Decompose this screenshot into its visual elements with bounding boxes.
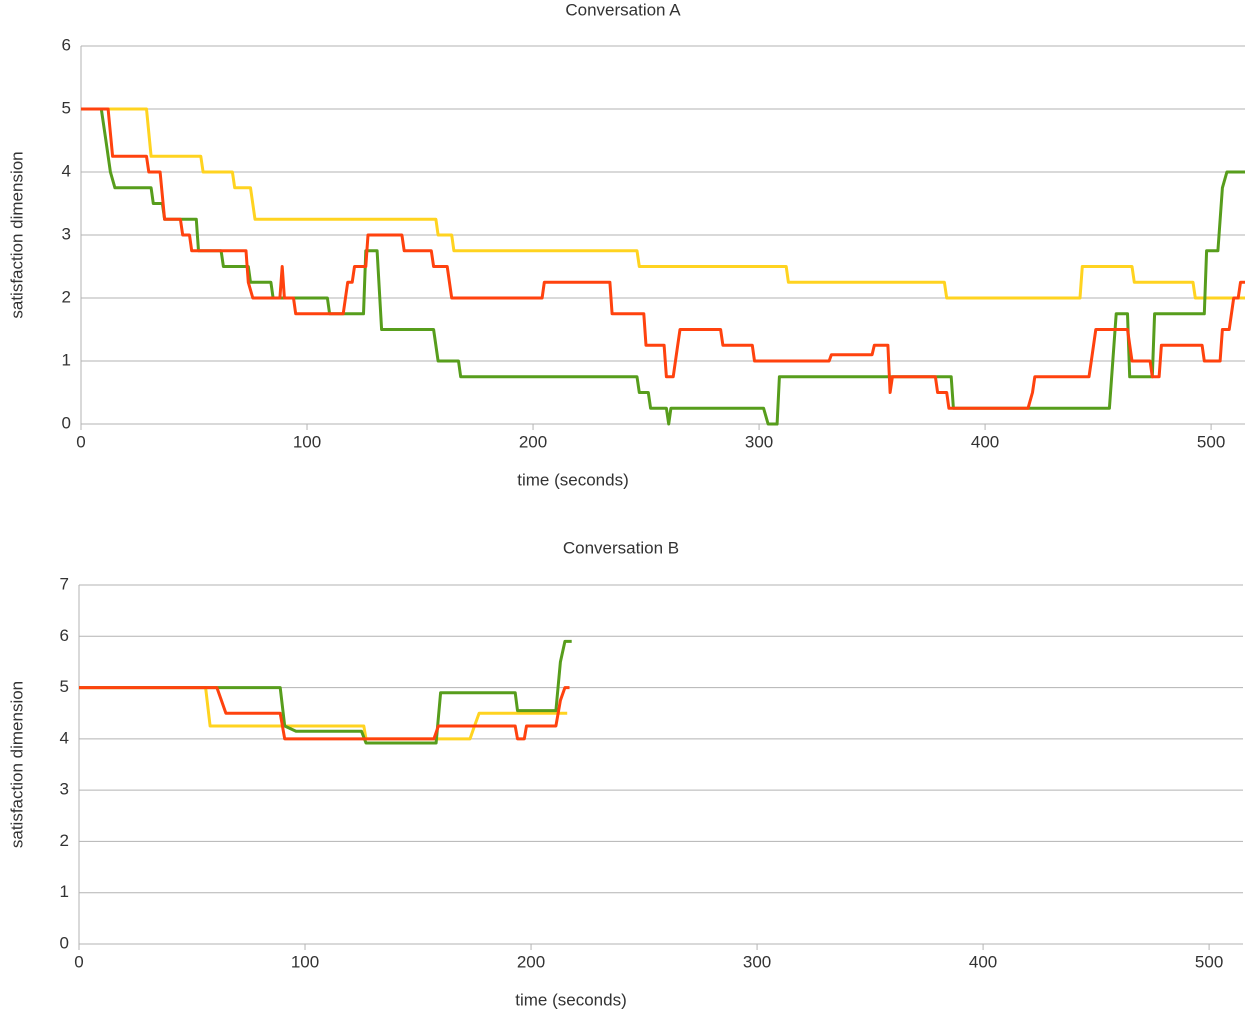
x-tick-label: 200 bbox=[517, 952, 545, 971]
y-tick-label: 5 bbox=[62, 98, 71, 117]
x-tick-label: 400 bbox=[969, 952, 997, 971]
x-tick-label: 300 bbox=[745, 432, 773, 451]
y-axis-label: satisfaction dimension bbox=[7, 151, 26, 318]
chart-title: Conversation A bbox=[565, 0, 681, 19]
x-tick-label: 0 bbox=[76, 432, 85, 451]
x-tick-label: 100 bbox=[293, 432, 321, 451]
series-line bbox=[81, 107, 1245, 410]
x-tick-label: 100 bbox=[291, 952, 319, 971]
y-axis-label: satisfaction dimension bbox=[7, 681, 26, 848]
y-tick-label: 3 bbox=[60, 780, 69, 799]
series-line bbox=[79, 686, 570, 741]
y-tick-label: 1 bbox=[62, 350, 71, 369]
y-tick-label: 0 bbox=[62, 413, 71, 432]
y-tick-label: 7 bbox=[60, 574, 69, 593]
chart-title: Conversation B bbox=[563, 538, 679, 557]
y-tick-label: 2 bbox=[60, 831, 69, 850]
x-tick-label: 0 bbox=[74, 952, 83, 971]
x-axis-label: time (seconds) bbox=[517, 470, 628, 489]
x-tick-label: 500 bbox=[1195, 952, 1223, 971]
series-line bbox=[81, 107, 1245, 300]
series-line bbox=[79, 639, 572, 745]
y-tick-label: 3 bbox=[62, 224, 71, 243]
y-tick-label: 6 bbox=[60, 626, 69, 645]
y-tick-label: 4 bbox=[62, 161, 71, 180]
y-tick-label: 5 bbox=[60, 677, 69, 696]
x-tick-label: 500 bbox=[1197, 432, 1225, 451]
y-tick-label: 4 bbox=[60, 728, 69, 747]
x-axis-label: time (seconds) bbox=[515, 990, 626, 1009]
x-tick-label: 200 bbox=[519, 432, 547, 451]
y-tick-label: 2 bbox=[62, 287, 71, 306]
y-tick-label: 0 bbox=[60, 933, 69, 952]
x-tick-label: 400 bbox=[971, 432, 999, 451]
y-tick-label: 1 bbox=[60, 882, 69, 901]
y-tick-label: 6 bbox=[62, 35, 71, 54]
x-tick-label: 300 bbox=[743, 952, 771, 971]
